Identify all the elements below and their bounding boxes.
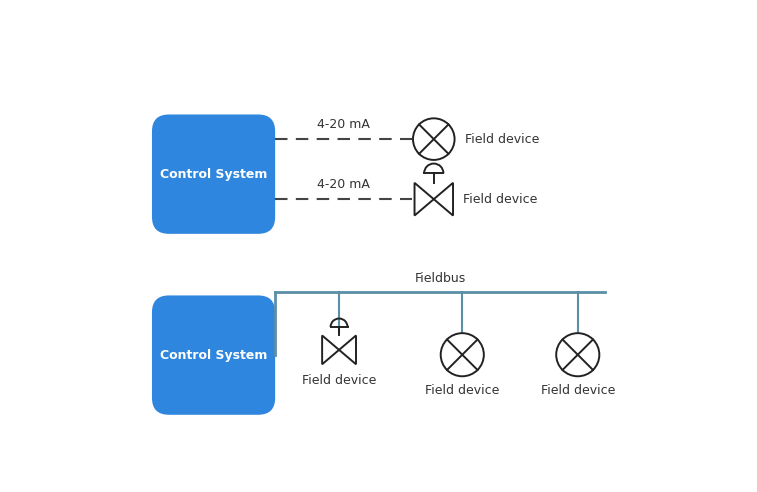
Text: Field device: Field device bbox=[425, 384, 500, 397]
FancyBboxPatch shape bbox=[152, 115, 275, 234]
FancyBboxPatch shape bbox=[152, 295, 275, 415]
Text: 4-20 mA: 4-20 mA bbox=[317, 119, 370, 131]
Text: Fieldbus: Fieldbus bbox=[414, 272, 466, 285]
Text: Field device: Field device bbox=[302, 373, 376, 387]
Text: Control System: Control System bbox=[160, 349, 267, 362]
Text: Control System: Control System bbox=[160, 168, 267, 181]
Text: Field device: Field device bbox=[463, 193, 537, 206]
Text: 4-20 mA: 4-20 mA bbox=[317, 179, 370, 191]
Text: Field device: Field device bbox=[540, 384, 615, 397]
Text: Field device: Field device bbox=[465, 133, 539, 146]
